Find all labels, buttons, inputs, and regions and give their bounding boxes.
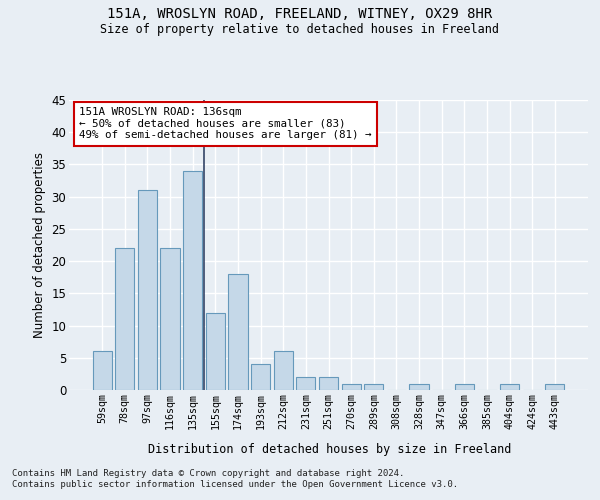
Bar (500, 384, 519, 390)
Bar (409, 384, 428, 390)
Bar (229, 274, 248, 390)
Bar (138, 190, 157, 390)
Bar (92, 352, 112, 390)
Bar (160, 248, 180, 390)
Text: Size of property relative to detached houses in Freeland: Size of property relative to detached ho… (101, 22, 499, 36)
Bar (364, 384, 383, 390)
Text: Contains HM Land Registry data © Crown copyright and database right 2024.: Contains HM Land Registry data © Crown c… (12, 468, 404, 477)
Bar (115, 248, 134, 390)
Bar (274, 352, 293, 390)
Text: 151A WROSLYN ROAD: 136sqm
← 50% of detached houses are smaller (83)
49% of semi-: 151A WROSLYN ROAD: 136sqm ← 50% of detac… (79, 108, 372, 140)
Text: Contains public sector information licensed under the Open Government Licence v3: Contains public sector information licen… (12, 480, 458, 489)
Bar (296, 377, 316, 390)
Bar (183, 171, 202, 390)
Y-axis label: Number of detached properties: Number of detached properties (33, 152, 46, 338)
Text: 151A, WROSLYN ROAD, FREELAND, WITNEY, OX29 8HR: 151A, WROSLYN ROAD, FREELAND, WITNEY, OX… (107, 8, 493, 22)
Bar (319, 377, 338, 390)
Bar (206, 312, 225, 390)
Bar (545, 384, 565, 390)
Text: Distribution of detached houses by size in Freeland: Distribution of detached houses by size … (148, 442, 512, 456)
Bar (251, 364, 270, 390)
Bar (455, 384, 474, 390)
Bar (341, 384, 361, 390)
